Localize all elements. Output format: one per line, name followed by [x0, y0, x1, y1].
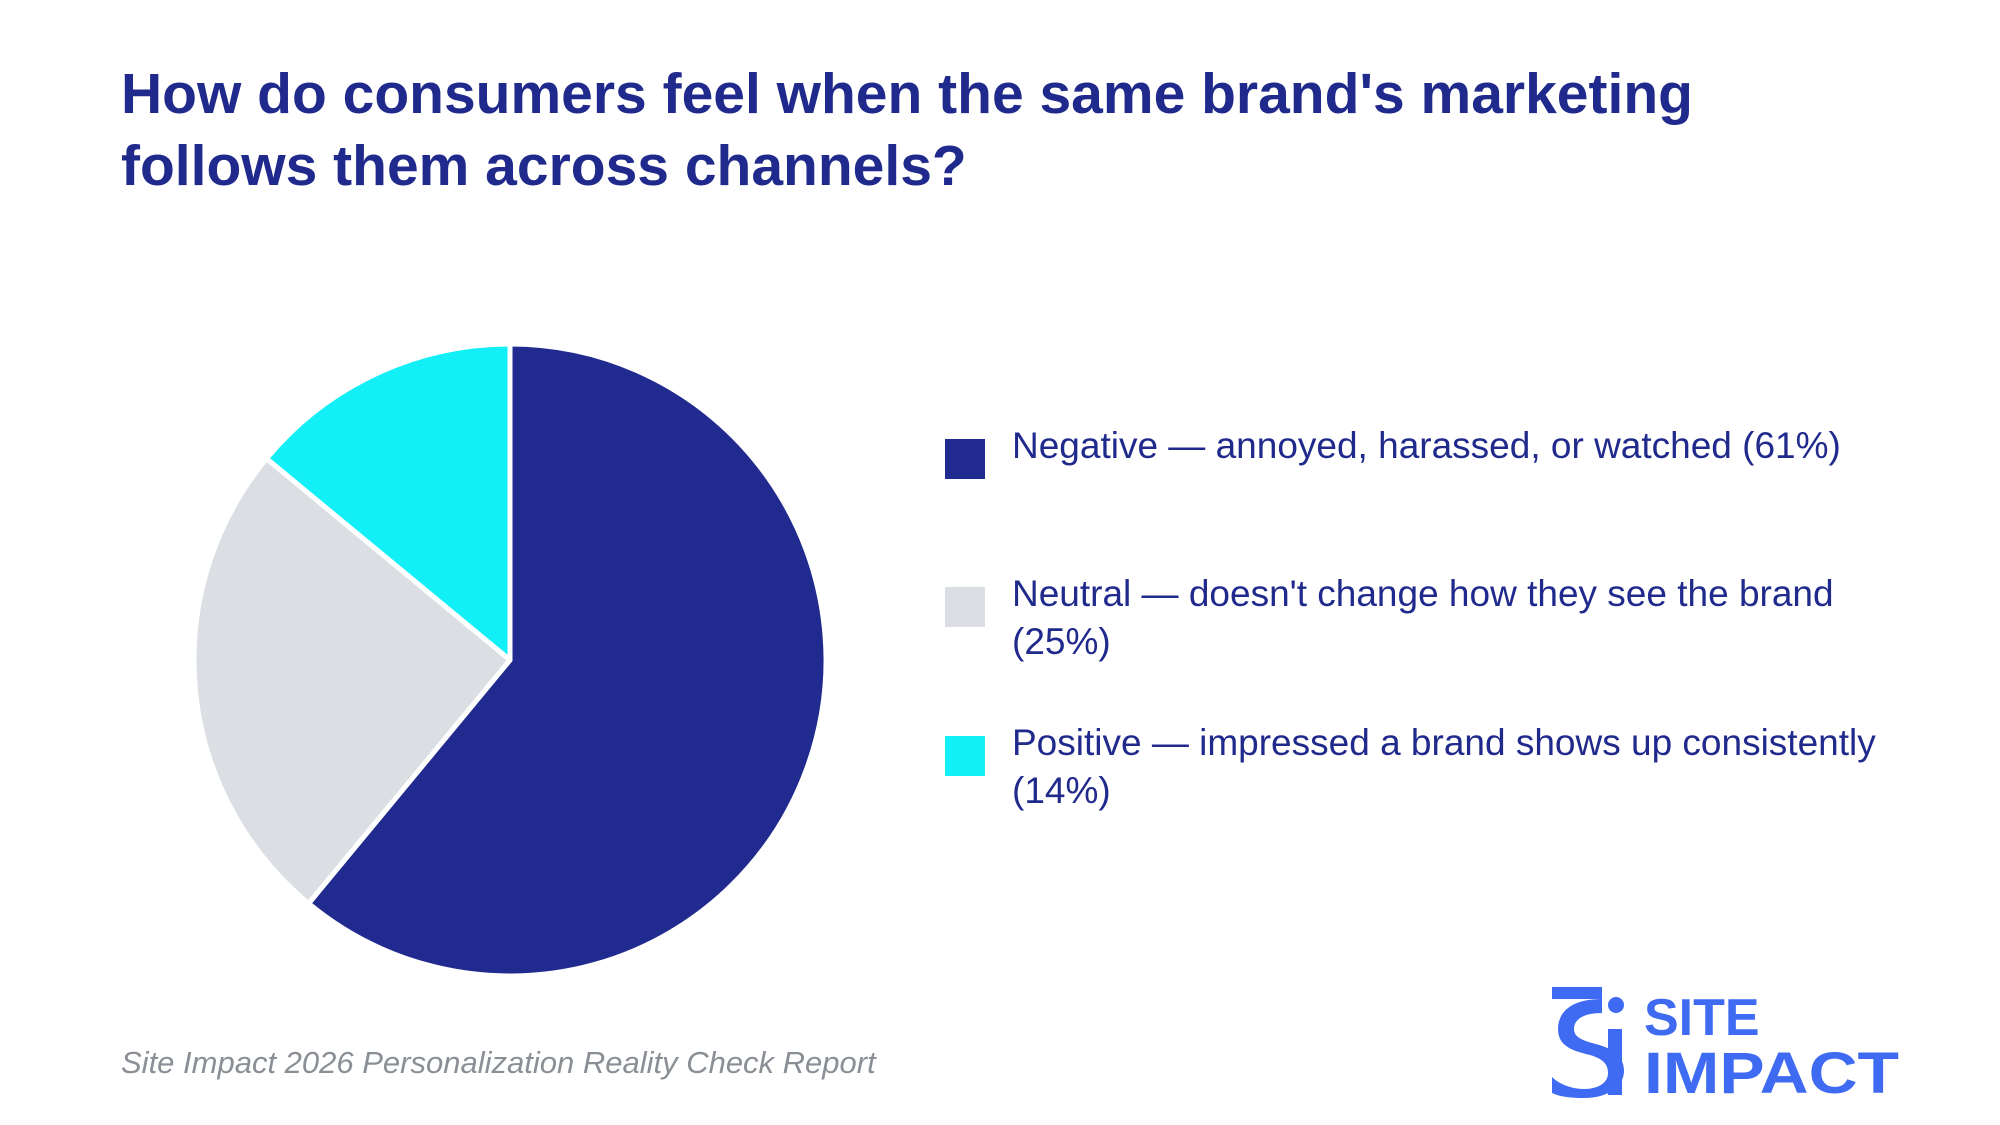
legend-swatch-neutral — [945, 587, 985, 627]
logo-text-line1: SITE — [1644, 989, 1760, 1047]
chart-title: How do consumers feel when the same bran… — [121, 62, 1693, 198]
legend-label-negative: Negative — annoyed, harassed, or watched… — [1012, 425, 1841, 466]
pie-slice-neutral — [191, 456, 513, 906]
logo-mark — [1552, 987, 1624, 1098]
legend-swatch-negative — [945, 439, 985, 479]
source-note: Site Impact 2026 Personalization Reality… — [121, 1045, 876, 1080]
pie-chart — [191, 341, 829, 979]
legend-label-neutral: Neutral — doesn't change how they see th… — [1012, 573, 1834, 662]
pie-slice-negative — [306, 341, 829, 979]
pie-slice-positive — [264, 341, 513, 663]
site-impact-logo: SITE IMPACT — [1552, 987, 1899, 1098]
legend-label-positive: Positive — impressed a brand shows up co… — [1012, 722, 1876, 811]
logo-text-line2: IMPACT — [1644, 1041, 1899, 1098]
legend-swatch-positive — [945, 736, 985, 776]
